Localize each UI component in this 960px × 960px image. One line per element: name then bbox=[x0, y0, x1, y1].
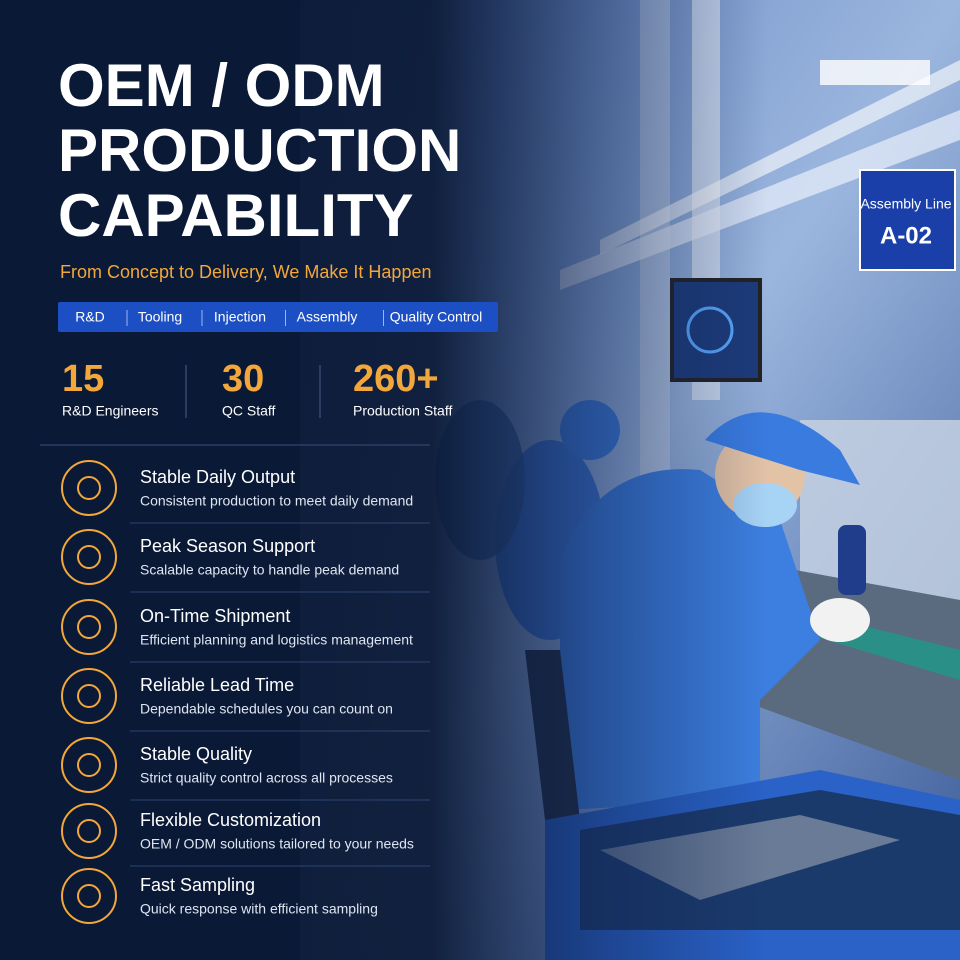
process-tag: Tooling bbox=[138, 309, 182, 325]
stat-value: 30 bbox=[222, 358, 264, 400]
feature-description: Dependable schedules you can count on bbox=[140, 701, 393, 717]
feature-icon-glyph bbox=[77, 615, 101, 639]
sign: Assembly Line A-02 bbox=[859, 169, 956, 271]
feature-title: Stable Quality bbox=[140, 744, 252, 764]
feature-title: Stable Daily Output bbox=[140, 467, 295, 487]
process-tag: Assembly bbox=[297, 309, 358, 325]
feature-description: Strict quality control across all proces… bbox=[140, 770, 393, 786]
feature-icon bbox=[61, 599, 117, 655]
feature-icon bbox=[61, 737, 117, 793]
process-tag: Quality Control bbox=[390, 309, 483, 325]
feature-icon bbox=[61, 668, 117, 724]
feature-description: Scalable capacity to handle peak demand bbox=[140, 562, 399, 578]
stat-label: QC Staff bbox=[222, 403, 276, 419]
feature-icon bbox=[61, 460, 117, 516]
stat-value: 260+ bbox=[353, 358, 439, 400]
feature-description: Efficient planning and logistics managem… bbox=[140, 632, 413, 648]
feature-title: Fast Sampling bbox=[140, 875, 255, 895]
feature-icon-glyph bbox=[77, 684, 101, 708]
feature-description: Consistent production to meet daily dema… bbox=[140, 493, 413, 509]
title-line: OEM / ODM bbox=[58, 52, 385, 119]
process-tag: Injection bbox=[214, 309, 266, 325]
sign-code: A-02 bbox=[880, 222, 932, 249]
feature-icon-glyph bbox=[77, 753, 101, 777]
feature-icon bbox=[61, 529, 117, 585]
feature-title: Peak Season Support bbox=[140, 536, 315, 556]
feature-title: Flexible Customization bbox=[140, 810, 321, 830]
feature-icon-glyph bbox=[77, 819, 101, 843]
feature-description: Quick response with efficient sampling bbox=[140, 901, 378, 917]
sign-line: Assembly Line bbox=[860, 196, 951, 212]
stat-value: 15 bbox=[62, 358, 104, 400]
tag-bar bbox=[58, 302, 498, 332]
feature-description: OEM / ODM solutions tailored to your nee… bbox=[140, 836, 414, 852]
feature-title: Reliable Lead Time bbox=[140, 675, 294, 695]
title-line: CAPABILITY bbox=[58, 182, 414, 249]
feature-icon-glyph bbox=[77, 545, 101, 569]
title-line: PRODUCTION bbox=[58, 117, 461, 184]
feature-icon bbox=[61, 803, 117, 859]
process-tag: R&D bbox=[75, 309, 105, 325]
feature-icon-glyph bbox=[77, 476, 101, 500]
stat-label: Production Staff bbox=[353, 403, 452, 419]
feature-title: On-Time Shipment bbox=[140, 606, 290, 626]
feature-icon-glyph bbox=[77, 884, 101, 908]
subtitle: From Concept to Delivery, We Make It Hap… bbox=[60, 262, 431, 282]
stat-label: R&D Engineers bbox=[62, 403, 159, 419]
feature-icon bbox=[61, 868, 117, 924]
